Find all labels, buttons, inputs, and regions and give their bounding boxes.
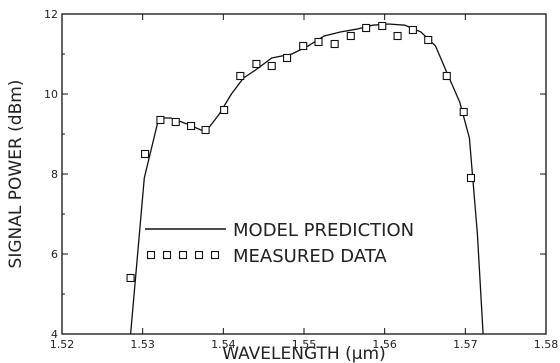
measured-data-point [362,23,371,33]
model-prediction-series [129,23,484,335]
y-tick-label: 4 [51,328,58,341]
measured-data-point [171,117,180,127]
axis-ticks: 1.52 1.53 1.54 1.55 1.56 1.57 1.58 4 6 8 10 12 [44,8,558,351]
measured-data-point [126,273,135,283]
x-tick-label: 1.58 [534,338,559,351]
measured-data-point [299,41,308,51]
legend-label-measured: MEASURED DATA [233,246,387,267]
measured-data-point [442,71,451,81]
measured-data-point [283,53,292,63]
measured-data-point [156,115,165,125]
measured-data-point [187,121,196,131]
measured-data-point [408,25,417,35]
x-axis-title: WAVELENGTH (μm) [222,344,386,363]
measured-data-point [459,107,468,117]
legend-marker-swatch [146,250,220,260]
y-axis-title: SIGNAL POWER (dBm) [6,80,26,269]
measured-data-point [141,149,150,159]
measured-data-point [330,39,339,49]
measured-data-point [220,105,229,115]
measured-data-point [252,59,261,69]
y-tick-label: 10 [44,88,58,101]
legend: MODEL PREDICTION MEASURED DATA [145,220,414,267]
x-tick-label: 1.56 [372,338,397,351]
measured-data-point [267,61,276,71]
measured-data-point [346,31,355,41]
measured-data-point [466,173,476,183]
legend-square [194,250,204,260]
x-tick-label: 1.55 [292,338,317,351]
measured-data-point [378,21,387,31]
legend-square [162,250,172,260]
x-tick-label: 1.52 [50,338,75,351]
legend-square [178,250,188,260]
model-prediction-line [129,23,484,335]
y-tick-label: 6 [51,248,58,261]
y-tick-label: 8 [51,168,58,181]
measured-data-series [126,21,476,283]
measured-data-point [201,125,210,135]
x-tick-label: 1.53 [130,338,155,351]
measured-data-point [314,37,323,47]
x-tick-label: 1.54 [211,338,236,351]
measured-data-point [424,35,433,45]
legend-label-model: MODEL PREDICTION [233,220,414,241]
measured-data-point [236,71,245,81]
y-tick-label: 12 [44,8,58,21]
legend-square [146,250,156,260]
measured-data-point [393,31,402,41]
x-tick-label: 1.57 [453,338,478,351]
legend-square [210,250,220,260]
